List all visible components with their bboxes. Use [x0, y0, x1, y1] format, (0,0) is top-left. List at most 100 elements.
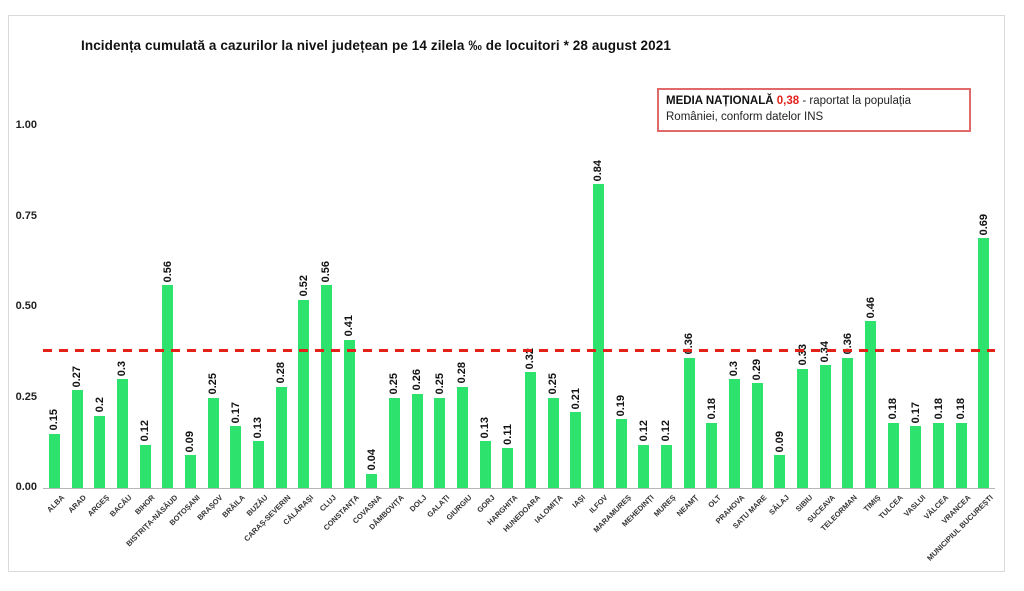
bar-value-label: 0.33: [796, 344, 809, 366]
bar[interactable]: [547, 397, 559, 488]
x-axis-label: SĂLAJ: [767, 493, 792, 517]
bar[interactable]: [139, 444, 151, 488]
bar-group: 0.27 ARAD: [66, 81, 89, 515]
bar[interactable]: [456, 386, 468, 488]
bar-value-label: 0.32: [524, 347, 537, 370]
bar[interactable]: [343, 339, 355, 488]
chart-frame: Incidența cumulată a cazurilor la nivel …: [8, 15, 1005, 572]
y-axis-tick-label: 0.00: [15, 481, 37, 493]
national-average-legend: MEDIA NAȚIONALĂ 0,38 - raportat la popul…: [657, 88, 971, 133]
bar-group: 0.56 BISTRIȚA-NĂSĂUD: [124, 81, 179, 548]
bar[interactable]: [479, 440, 491, 488]
y-axis-tick-label: 1.00: [15, 119, 37, 131]
bar-value-label: 0.18: [932, 398, 945, 420]
bar[interactable]: [751, 383, 763, 488]
bar[interactable]: [592, 183, 604, 488]
bar[interactable]: [71, 390, 83, 488]
bar[interactable]: [865, 321, 877, 488]
bar[interactable]: [570, 411, 582, 488]
bar-group: 0.26 DOLJ: [406, 81, 429, 513]
bar[interactable]: [207, 397, 219, 488]
y-axis-tick-label: 0.75: [15, 209, 37, 222]
bar-group: 0.18 TULCEA: [877, 81, 905, 520]
x-axis-label: BACĂU: [108, 493, 134, 519]
bar-group: 0.19 MARAMUREȘ: [591, 81, 632, 535]
y-axis-tick-label: 0.25: [15, 390, 37, 403]
bar[interactable]: [660, 444, 672, 488]
x-axis-label: ALBA: [44, 493, 66, 515]
bar[interactable]: [502, 448, 514, 488]
bar[interactable]: [320, 285, 332, 488]
bar-value-label: 0.12: [637, 420, 650, 442]
bar[interactable]: [638, 444, 650, 488]
bar-value-label: 0.2: [93, 397, 106, 413]
bar-value-label: 0.69: [977, 213, 990, 236]
bar-group: 0.69 MUNICIPIUL BUCUREȘTI: [926, 81, 996, 563]
bar[interactable]: [230, 426, 242, 488]
bar-value-label: 0.17: [909, 402, 922, 424]
bar-value-label: 0.29: [751, 358, 764, 381]
bar-group: 0.13 BUZĂU: [245, 81, 270, 518]
bar-value-label: 0.26: [411, 369, 424, 391]
bar[interactable]: [388, 397, 400, 488]
bar[interactable]: [887, 422, 899, 488]
bar-group: 0.3 PRAHOVA: [713, 81, 745, 525]
bar[interactable]: [252, 440, 264, 488]
bar[interactable]: [116, 379, 128, 488]
bar-value-label: 0.52: [297, 275, 310, 297]
bar-group: 0.25 DÂMBOVIȚA: [367, 81, 405, 531]
x-axis-label: CLUJ: [317, 493, 338, 514]
bar[interactable]: [366, 473, 378, 488]
bar[interactable]: [797, 368, 808, 488]
bar-group: 0.04 COVASNA: [351, 81, 383, 525]
bar-value-label: 0.15: [48, 409, 61, 431]
bar-group: 0.3 BACĂU: [108, 81, 134, 518]
x-axis-label: BRĂILA: [220, 493, 248, 520]
bar-group: 0.11 HARGHITA: [485, 81, 519, 527]
bar[interactable]: [842, 357, 854, 488]
bar[interactable]: [955, 422, 967, 488]
bar[interactable]: [48, 433, 60, 488]
bar[interactable]: [819, 364, 831, 488]
bar-group: 0.09 SĂLAJ: [767, 81, 791, 517]
bar-group: 0.18 VÂLCEA: [922, 81, 950, 521]
bar-group: 0.36 NEAMȚ: [675, 81, 700, 518]
plot-area: 0.15 ALBA 0.27 ARAD 0.2 ARGEȘ 0.3 BACĂU 0.12 BIHO…: [43, 81, 996, 563]
bar-value-label: 0.3: [116, 361, 129, 377]
bar[interactable]: [706, 422, 718, 488]
bar-group: 0.18 VRANCEA: [940, 81, 973, 525]
bar[interactable]: [411, 393, 423, 488]
x-axis-label: MUREȘ: [652, 493, 678, 519]
bar-value-label: 0.17: [229, 402, 242, 424]
bar[interactable]: [774, 455, 786, 488]
bar-value-label: 0.84: [592, 159, 605, 181]
y-axis-tick-label: 0.50: [15, 300, 37, 312]
bar[interactable]: [434, 397, 446, 488]
bar[interactable]: [162, 285, 174, 488]
bar-value-label: 0.27: [71, 365, 83, 388]
legend-label: MEDIA NAȚIONALĂ: [666, 95, 774, 107]
bar[interactable]: [728, 379, 740, 488]
bar-value-label: 0.13: [479, 416, 492, 438]
x-axis-label: ARGEȘ: [85, 493, 112, 519]
bar-group: 0.15 ALBA: [43, 81, 66, 514]
bar[interactable]: [978, 238, 990, 488]
bar-value-label: 0.21: [569, 387, 582, 409]
bar-group: 0.2 ARGEȘ: [86, 81, 111, 518]
bar[interactable]: [524, 372, 536, 488]
bar[interactable]: [933, 422, 945, 488]
bar-value-label: 0.09: [184, 431, 197, 453]
bar[interactable]: [184, 455, 196, 488]
bar[interactable]: [298, 299, 310, 488]
bar-group: 0.41 CONSTANȚA: [321, 81, 360, 532]
bar[interactable]: [275, 386, 287, 488]
bar-value-label: 0.56: [161, 260, 174, 283]
bar-group: 0.25 BRAȘOV: [195, 81, 224, 522]
bar[interactable]: [94, 415, 106, 488]
bar[interactable]: [615, 419, 627, 488]
bar-value-label: 0.19: [615, 394, 628, 417]
legend-suffix: - raportat la populația României, confor…: [666, 95, 912, 123]
bar-value-label: 0.41: [343, 315, 356, 337]
bar[interactable]: [910, 426, 922, 488]
bar[interactable]: [683, 357, 695, 488]
